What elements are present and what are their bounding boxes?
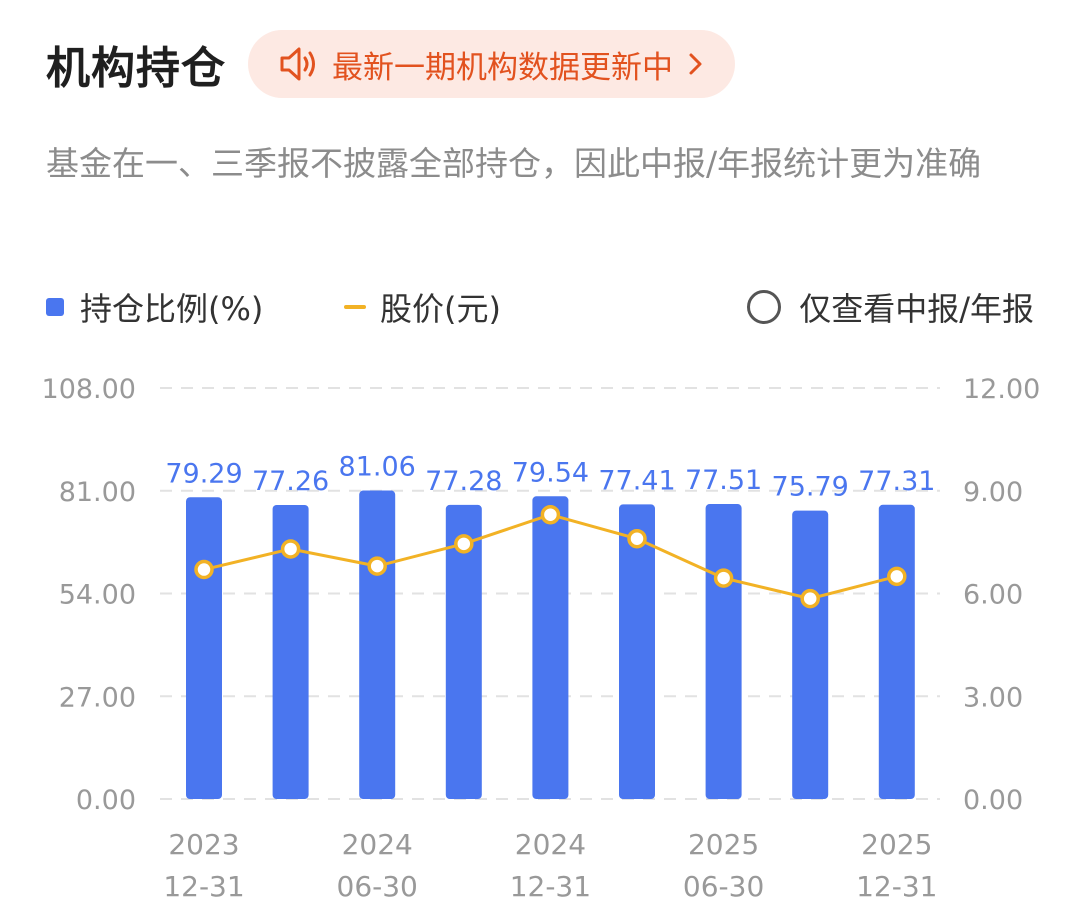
x-axis-date-label: 12-31 — [510, 870, 591, 903]
price-point — [887, 566, 907, 587]
x-axis-year-label: 2023 — [168, 828, 239, 861]
x-axis-year-label: 2025 — [861, 828, 932, 861]
legend-price: 股价(元) — [344, 282, 501, 332]
right-axis-tick: 9.00 — [963, 477, 1023, 508]
price-point — [713, 568, 734, 588]
bar — [272, 504, 309, 799]
bar-value-label: 77.41 — [598, 465, 675, 496]
x-axis-year-label: 2025 — [688, 828, 759, 861]
bar-value-label: 77.28 — [425, 466, 502, 497]
update-notice-button[interactable]: 最新一期机构数据更新中 — [248, 30, 735, 98]
left-axis-tick: 54.00 — [59, 580, 136, 611]
left-axis-tick: 81.00 — [59, 477, 136, 508]
right-axis-tick: 3.00 — [963, 682, 1023, 713]
bar — [445, 504, 482, 799]
price-point — [627, 528, 647, 549]
x-axis-year-label: 2024 — [515, 828, 586, 861]
bar — [186, 497, 222, 799]
x-axis-date-label: 06-30 — [337, 870, 418, 903]
bar — [532, 496, 569, 799]
bar-value-label: 81.06 — [339, 452, 416, 483]
price-point — [800, 588, 820, 609]
x-axis-date-label: 06-30 — [683, 870, 764, 903]
page-title: 机构持仓 — [46, 43, 226, 94]
left-axis-tick: 27.00 — [59, 682, 136, 713]
price-point — [280, 539, 301, 559]
report-filter-toggle[interactable]: 仅查看中报/年报 — [747, 282, 1034, 332]
left-axis-tick: 0.00 — [76, 785, 136, 816]
x-axis-date-label: 12-31 — [856, 870, 937, 903]
x-axis-date-label: 12-31 — [163, 870, 244, 903]
update-notice-text: 最新一期机构数据更新中 — [332, 49, 673, 86]
right-axis-tick: 12.00 — [963, 374, 1040, 405]
bar-value-label: 77.31 — [858, 466, 935, 497]
legend-holding-label: 持仓比例(%) — [80, 290, 264, 328]
header: 机构持仓 最新一期机构数据更新中 — [46, 30, 735, 98]
bar — [705, 504, 742, 799]
x-axis-year-label: 2024 — [342, 828, 413, 861]
chart-legend: 持仓比例(%) 股价(元) 仅查看中报/年报 — [46, 282, 1034, 332]
legend-bar-swatch — [46, 298, 64, 316]
right-axis-tick: 6.00 — [963, 580, 1023, 611]
report-filter-label: 仅查看中报/年报 — [799, 290, 1034, 328]
legend-line-swatch — [344, 305, 366, 309]
price-point — [194, 559, 214, 580]
bar — [619, 504, 655, 799]
holding-chart: 108.00 12.00 81.00 9.00 54.00 6.00 27.00 3.00 0.… — [42, 374, 1041, 903]
bar-value-label: 77.26 — [252, 466, 329, 497]
left-axis-tick: 108.00 — [42, 374, 136, 405]
bar — [792, 510, 829, 799]
price-point — [367, 556, 387, 576]
speaker-icon — [280, 47, 315, 81]
radio-icon[interactable] — [747, 290, 782, 324]
legend-price-label: 股价(元) — [380, 290, 501, 328]
bar-value-label: 79.29 — [165, 458, 242, 489]
price-point — [540, 504, 561, 525]
bar-value-label: 75.79 — [772, 472, 849, 503]
bar-value-label: 79.54 — [512, 457, 589, 488]
bar-value-label: 77.51 — [685, 465, 762, 496]
bar — [359, 490, 396, 799]
chevron-right-icon — [689, 53, 702, 75]
right-axis-tick: 0.00 — [963, 785, 1023, 816]
legend-holding: 持仓比例(%) — [46, 282, 263, 332]
holding-description: 基金在一、三季报不披露全部持仓，因此中报/年报统计更为准确 — [46, 144, 982, 183]
bar — [878, 504, 915, 799]
price-point — [454, 534, 474, 554]
